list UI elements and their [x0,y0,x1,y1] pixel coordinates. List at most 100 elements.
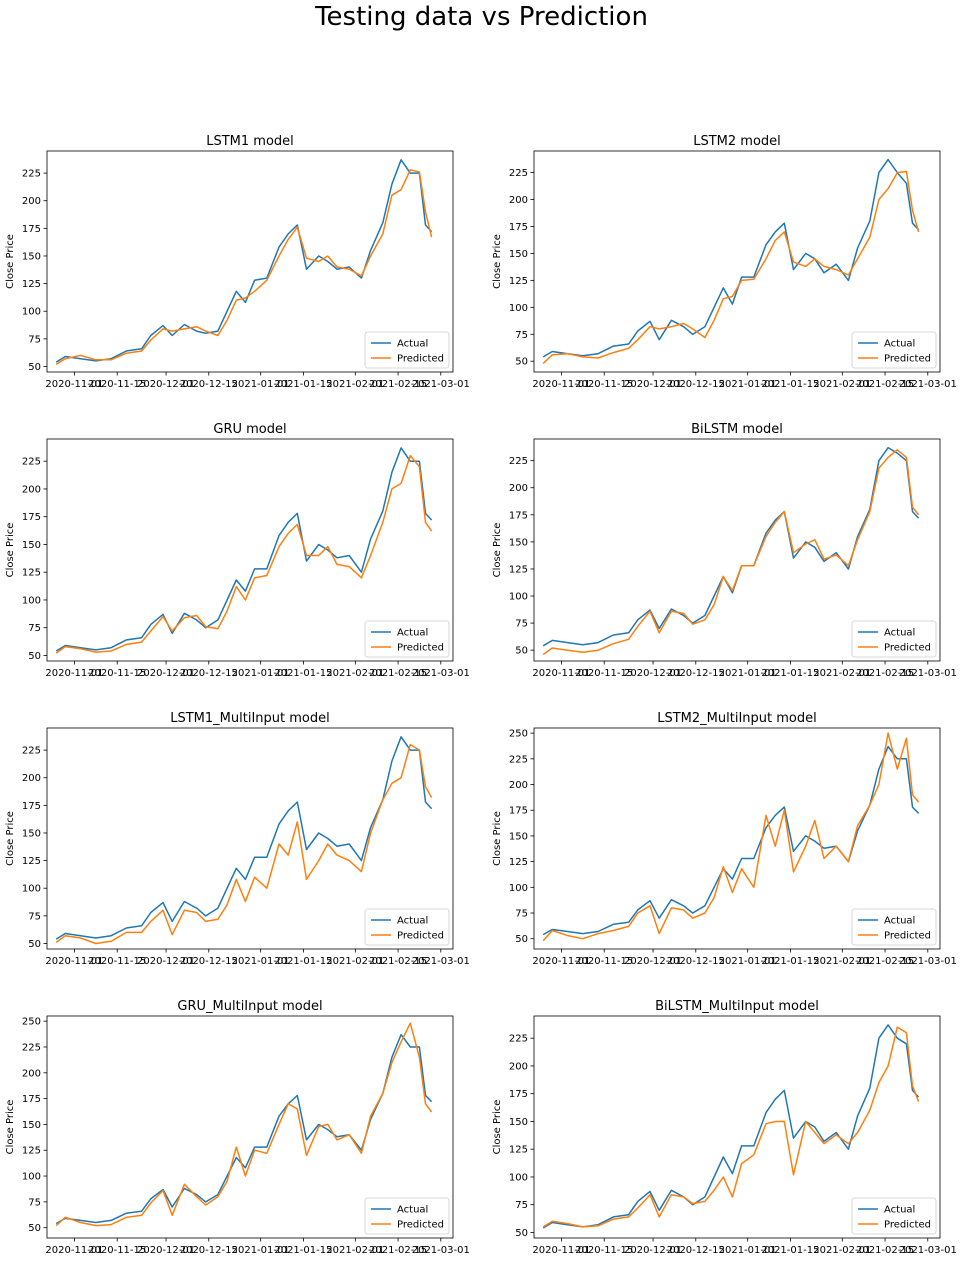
x-tick-label: 2021-01-01 [232,379,290,390]
y-tick-label: 75 [515,1200,528,1211]
legend-box [364,908,450,946]
subplot-title: LSTM1_MultiInput model [170,711,329,726]
y-tick-label: 150 [22,251,41,262]
x-tick-label: 2020-12-15 [180,1245,238,1256]
x-tick-label: 2020-12-15 [667,956,725,967]
y-tick-label: 150 [22,540,41,551]
x-tick-label: 2020-11-15 [575,1245,633,1256]
x-tick-label: 2021-02-01 [326,956,384,967]
predicted-series-line [542,170,920,364]
y-tick-label: 100 [509,883,528,894]
y-tick-label: 150 [22,828,41,839]
legend: Actual Predicted [364,908,450,946]
legend-entry-predicted-label: Predicted [397,931,444,942]
x-tick-label: 2021-01-01 [719,668,777,679]
predicted-series-line [542,732,920,942]
subplot-title: BiLSTM model [691,422,783,437]
legend-box [851,908,937,946]
y-tick-label: 225 [509,754,528,765]
y-tick-label: 200 [509,195,528,206]
y-axis-label: Close Price [5,811,16,866]
y-tick-label: 125 [509,1145,528,1156]
x-tick-label: 2020-12-15 [180,668,238,679]
x-tick-label: 2021-01-01 [719,956,777,967]
y-tick-label: 225 [22,169,41,180]
legend: Actual Predicted [851,908,937,946]
legend-entry-predicted-label: Predicted [884,643,931,654]
x-tick-label: 2020-11-01 [532,956,590,967]
x-tick-label: 2021-01-15 [274,668,332,679]
x-tick-label: 2021-01-15 [274,956,332,967]
y-tick-label: 200 [22,484,41,495]
legend-entry-actual-label: Actual [884,628,915,639]
subplot-3: GRU model Close Price 50 75 100 125 150 175 200 2… [5,422,470,679]
subplot-title: LSTM2_MultiInput model [657,711,816,726]
x-tick-label: 2020-11-01 [45,379,103,390]
subplot-8: BiLSTM_MultiInput model Close Price 50 75 10… [492,999,957,1256]
legend-entry-predicted-label: Predicted [397,354,444,365]
y-tick-label: 50 [515,934,528,945]
y-tick-label: 100 [22,1172,41,1183]
x-tick-label: 2021-02-01 [813,1245,871,1256]
y-tick-label: 150 [509,1117,528,1128]
y-tick-label: 75 [28,623,41,634]
x-tick-label: 2020-12-01 [137,1245,195,1256]
y-tick-label: 200 [509,483,528,494]
y-tick-label: 50 [28,651,41,662]
y-tick-label: 150 [509,537,528,548]
subplot-title: GRU_MultiInput model [177,999,322,1014]
y-tick-label: 225 [509,1034,528,1045]
y-tick-label: 200 [509,780,528,791]
legend: Actual Predicted [851,620,937,658]
x-tick-label: 2021-03-01 [899,956,957,967]
legend-entry-actual-label: Actual [397,1205,428,1216]
y-tick-label: 75 [515,619,528,630]
actual-series-line [542,158,920,358]
y-tick-label: 75 [515,909,528,920]
x-tick-label: 2021-01-15 [761,668,819,679]
predicted-series-line [542,1026,920,1228]
legend-box [851,620,937,658]
y-tick-label: 225 [509,456,528,467]
legend-entry-actual-label: Actual [884,1205,915,1216]
x-tick-label: 2020-12-15 [667,668,725,679]
x-tick-label: 2020-11-15 [88,668,146,679]
x-tick-label: 2021-02-01 [813,668,871,679]
x-tick-label: 2021-03-01 [899,1245,957,1256]
y-tick-label: 100 [22,595,41,606]
y-tick-label: 50 [28,362,41,373]
x-tick-label: 2020-12-01 [624,1245,682,1256]
y-tick-label: 75 [28,911,41,922]
x-tick-label: 2020-12-01 [137,956,195,967]
subplot-5: LSTM1_MultiInput model Close Price 50 75 100… [5,711,470,967]
y-tick-label: 100 [509,303,528,314]
x-tick-label: 2021-02-01 [326,1245,384,1256]
actual-series-line [55,447,433,652]
y-tick-label: 125 [509,564,528,575]
legend-entry-predicted-label: Predicted [397,1220,444,1231]
x-tick-label: 2020-12-15 [667,379,725,390]
legend-entry-predicted-label: Predicted [884,1220,931,1231]
x-tick-label: 2020-12-01 [137,379,195,390]
legend-entry-predicted-label: Predicted [884,354,931,365]
x-tick-label: 2021-01-01 [719,1245,777,1256]
y-tick-label: 175 [509,1089,528,1100]
y-tick-label: 75 [515,330,528,341]
y-axis-label: Close Price [492,811,503,866]
x-tick-label: 2020-11-15 [88,379,146,390]
y-tick-label: 175 [22,512,41,523]
x-tick-label: 2021-01-01 [232,668,290,679]
y-tick-label: 175 [509,510,528,521]
y-tick-label: 125 [22,279,41,290]
y-axis-label: Close Price [492,234,503,289]
x-tick-label: 2020-11-01 [532,1245,590,1256]
x-tick-label: 2021-03-01 [899,668,957,679]
y-tick-label: 225 [22,1042,41,1053]
y-tick-label: 50 [28,939,41,950]
legend: Actual Predicted [364,1197,450,1235]
legend: Actual Predicted [851,1197,937,1235]
y-tick-label: 225 [509,168,528,179]
x-tick-label: 2020-11-15 [575,956,633,967]
x-tick-label: 2021-03-01 [412,1245,470,1256]
x-tick-label: 2021-03-01 [899,379,957,390]
